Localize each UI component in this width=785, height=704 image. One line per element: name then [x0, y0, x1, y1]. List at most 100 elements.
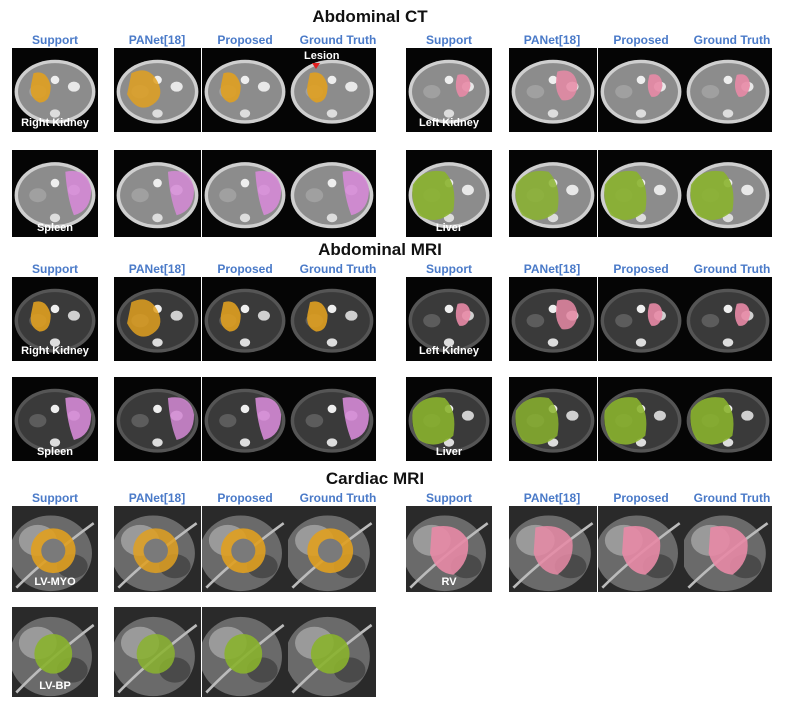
scan-image [204, 59, 286, 124]
image-panel-ct-row-1-left-panet [114, 48, 201, 132]
scan-image [116, 288, 199, 353]
image-panel-ct-row-2-right-support [406, 150, 492, 237]
scan-image [12, 506, 98, 592]
image-panel-mri-row-1-left-gt [288, 277, 376, 361]
col-label-panet: PANet[18] [523, 33, 581, 47]
section-title-abdominal-mri: Abdominal MRI [318, 240, 442, 259]
scan-image [408, 288, 490, 353]
image-panel-cardiac-row-1-left-proposed [202, 506, 288, 592]
organ-label-mri-liver: Liver [435, 446, 463, 458]
scan-image [290, 59, 374, 124]
scan-image [408, 59, 490, 124]
scan-image [511, 162, 595, 229]
col-label-proposed: Proposed [217, 33, 273, 47]
image-panel-ct-row-2-left-panet [114, 150, 201, 237]
col-label-ground-truth: Ground Truth [299, 491, 377, 505]
image-panel-cardiac-row-1-left-support [12, 506, 98, 592]
organ-label-ct-spleen: Spleen [36, 222, 74, 234]
scan-image [202, 506, 288, 592]
scan-image [288, 506, 376, 592]
scan-image [686, 162, 770, 229]
image-panel-cardiac-row-1-right-proposed [598, 506, 684, 592]
organ-label-lv-myo: LV-MYO [34, 576, 76, 588]
scan-image [598, 506, 684, 592]
image-panel-mri-row-2-left-gt [288, 377, 376, 461]
image-panel-ct-row-1-left-support [12, 48, 98, 132]
image-panel-mri-row-2-right-support [406, 377, 492, 461]
scan-image [204, 162, 286, 229]
col-label-support: Support [426, 262, 472, 276]
col-label-support: Support [32, 491, 78, 505]
col-label-proposed: Proposed [613, 491, 669, 505]
image-panel-mri-row-1-right-proposed [598, 277, 684, 361]
scan-image [686, 388, 770, 453]
image-panel-ct-row-2-left-proposed [202, 150, 288, 237]
scan-image [511, 59, 595, 124]
col-label-proposed: Proposed [217, 491, 273, 505]
col-label-panet: PANet[18] [523, 491, 581, 505]
col-label-support: Support [32, 262, 78, 276]
col-label-panet: PANet[18] [128, 33, 186, 47]
col-label-support: Support [426, 491, 472, 505]
image-panel-cardiac-row-2-left-support [12, 607, 98, 697]
scan-image [204, 388, 286, 453]
image-panel-cardiac-row-1-left-gt [288, 506, 376, 592]
image-panel-mri-row-2-right-proposed [598, 377, 684, 461]
image-panel-mri-row-2-right-panet [509, 377, 597, 461]
col-label-ground-truth: Ground Truth [693, 491, 771, 505]
scan-image [686, 59, 770, 124]
scan-image [202, 607, 288, 697]
image-panel-mri-row-2-left-panet [114, 377, 201, 461]
scan-image [686, 288, 770, 353]
image-panel-ct-row-1-right-support [406, 48, 492, 132]
image-panel-mri-row-2-right-gt [684, 377, 772, 461]
image-panel-ct-row-1-right-gt [684, 48, 772, 132]
lesion-marker [312, 63, 320, 69]
scan-image [116, 59, 199, 124]
scan-image [600, 388, 682, 453]
scan-image [290, 162, 374, 229]
col-label-panet: PANet[18] [128, 491, 186, 505]
organ-label-mri-spleen: Spleen [36, 446, 74, 458]
col-label-ground-truth: Ground Truth [693, 33, 771, 47]
image-panel-cardiac-row-1-left-panet [114, 506, 201, 592]
image-panel-cardiac-row-2-left-gt [288, 607, 376, 697]
section-title-cardiac-mri: Cardiac MRI [325, 469, 425, 488]
image-panel-mri-row-1-right-gt [684, 277, 772, 361]
scan-image [684, 506, 772, 592]
image-panel-mri-row-2-left-support [12, 377, 98, 461]
scan-image [288, 607, 376, 697]
col-label-panet: PANet[18] [523, 262, 581, 276]
scan-image [290, 288, 374, 353]
organ-label-ct-right-kidney: Right Kidney [21, 117, 89, 129]
image-panel-ct-row-2-left-support [12, 150, 98, 237]
scan-image [14, 288, 96, 353]
scan-image [114, 506, 201, 592]
scan-image [12, 607, 98, 697]
organ-label-ct-left-kidney: Left Kidney [419, 117, 479, 129]
image-panel-cardiac-row-1-right-gt [684, 506, 772, 592]
scan-image [509, 506, 597, 592]
image-panel-cardiac-row-2-left-proposed [202, 607, 288, 697]
col-label-proposed: Proposed [613, 262, 669, 276]
scan-image [116, 162, 199, 229]
scan-image [600, 162, 682, 229]
scan-image [14, 59, 96, 124]
image-panel-mri-row-1-left-support [12, 277, 98, 361]
scan-image [406, 506, 492, 592]
image-panel-mri-row-2-left-proposed [202, 377, 288, 461]
col-label-ground-truth: Ground Truth [299, 33, 377, 47]
image-panel-mri-row-1-right-panet [509, 277, 597, 361]
scan-image [14, 162, 96, 229]
image-panel-ct-row-2-right-proposed [598, 150, 684, 237]
col-label-proposed: Proposed [613, 33, 669, 47]
organ-label-ct-liver: Liver [435, 222, 463, 234]
image-panel-ct-row-2-left-gt [288, 150, 376, 237]
scan-image [408, 388, 490, 453]
image-panel-cardiac-row-1-right-support [406, 506, 492, 592]
scan-image [408, 162, 490, 229]
col-label-support: Support [32, 33, 78, 47]
organ-label-mri-left-kidney: Left Kidney [419, 345, 479, 357]
scan-image [511, 388, 595, 453]
organ-label-mri-right-kidney: Right Kidney [21, 345, 89, 357]
